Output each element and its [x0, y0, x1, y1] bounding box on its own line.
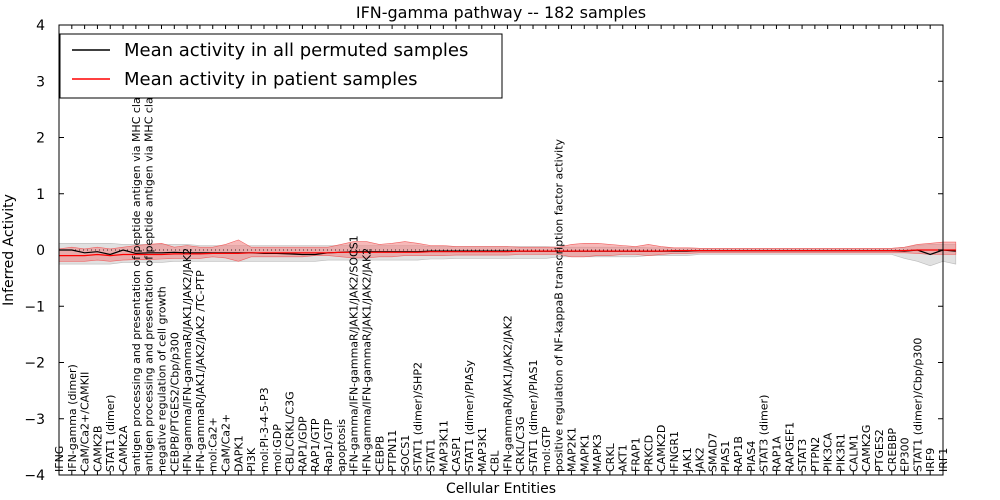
category-label: PIAS4 — [745, 441, 758, 472]
category-label: RAP1/GDP — [296, 416, 309, 472]
y-tick-label: 2 — [36, 131, 45, 147]
category-label: CASP1 — [450, 436, 463, 472]
category-label: STAT3 (dimer) — [758, 395, 771, 472]
category-label: mol:GTP — [540, 426, 553, 472]
category-label: CRKL — [604, 442, 617, 472]
category-label: PRKCD — [642, 435, 655, 472]
category-label: PIK3R1 — [835, 433, 848, 472]
category-label: IFN-gamma/IFN-gammaR/JAK1/JAK2/SOCS1 — [348, 235, 361, 472]
category-label: CAMK2G — [860, 425, 873, 472]
plot-frame — [58, 24, 944, 476]
category-label: antigen processing and presentation of p… — [143, 76, 156, 472]
y-tick-label: −2 — [24, 356, 45, 372]
category-label: IRF1 — [937, 448, 950, 472]
category-label: IFN-gammaR/JAK1/JAK2/JAK2 /TC-PTP — [194, 270, 207, 472]
x-axis-title: Cellular Entities — [446, 481, 556, 497]
category-label: STAT1 (dimer)/Cbp/p300 — [911, 338, 924, 472]
category-label: CALM1 — [847, 434, 860, 472]
category-label: IFNG — [53, 446, 66, 472]
series-line-patient — [59, 249, 956, 257]
category-label: CAMK2D — [655, 425, 668, 472]
y-tick-label: 0 — [36, 243, 45, 259]
category-label: PTPN2 — [809, 437, 822, 472]
legend-label: Mean activity in all permuted samples — [124, 40, 468, 61]
category-label: apoptosis — [335, 419, 348, 472]
chart-title: IFN-gamma pathway -- 182 samples — [356, 3, 646, 22]
category-label: PIAS1 — [719, 441, 732, 472]
category-label: Rap1/GTP — [322, 418, 335, 472]
y-axis-ticks: 4 3 2 1 0 −1 −2 −3 −4 — [24, 18, 943, 484]
category-label: STAT1 (dimer) — [104, 395, 117, 472]
category-label: MAP3K11 — [437, 420, 450, 472]
category-label: CRKL/C3G — [514, 416, 527, 472]
category-label: MAPK1 — [578, 434, 591, 472]
category-label: RAP1B — [732, 436, 745, 472]
legend-box — [59, 33, 503, 99]
category-label: STAT1 — [425, 439, 438, 472]
y-tick-label: −3 — [24, 412, 45, 428]
category-label: mol:PI-3-4-5-P3 — [258, 387, 271, 472]
category-label: PI3K — [245, 447, 258, 472]
category-label: STAT3 — [796, 439, 809, 472]
category-label: positive regulation of NF-kappaB transcr… — [553, 138, 566, 472]
category-labels: IFNG IFN-gamma (dimer) CaM/Ca2+/CAMKII CAMK… — [53, 76, 950, 473]
series-lines — [59, 249, 956, 257]
category-label: JAK1 — [681, 447, 694, 473]
x-axis-ticks — [58, 25, 944, 475]
y-tick-label: −1 — [24, 299, 45, 315]
category-label: SOCS1 — [399, 435, 412, 472]
category-label: mol:Ca2+ — [207, 417, 220, 472]
category-label: FRAP1 — [630, 437, 643, 472]
category-label: CAMK2A — [117, 425, 130, 472]
category-label: CREBBP — [886, 428, 899, 472]
y-axis-title: Inferred Activity — [1, 194, 17, 306]
legend-label: Mean activity in patient samples — [124, 69, 418, 90]
category-label: CBL/CRKL/C3G — [284, 391, 297, 472]
category-label: IFN-gamma (dimer) — [66, 364, 79, 472]
category-label: STAT1 (dimer)/SHP2 — [412, 362, 425, 472]
category-label: AKT1 — [617, 444, 630, 472]
category-label: mol:GDP — [271, 424, 284, 472]
category-label: CEBPB — [373, 436, 386, 472]
category-label: PTPN11 — [386, 430, 399, 472]
category-label: IFN-gammaR/JAK1/JAK2/JAK2 — [501, 315, 514, 472]
category-label: PIK3CA — [822, 432, 835, 472]
legend: Mean activity in all permuted samples Mea… — [59, 33, 503, 99]
y-tick-label: 4 — [36, 18, 45, 34]
y-tick-label: 3 — [36, 74, 45, 90]
category-label: RAP1/GTP — [309, 418, 322, 472]
category-label: STAT1 (dimer)/PIASy — [463, 360, 476, 472]
category-label: RAPGEF1 — [783, 422, 796, 472]
category-label: CBL — [489, 450, 502, 472]
category-label: MAP2K1 — [566, 427, 579, 472]
category-label: MAP3K1 — [476, 427, 489, 472]
category-label: IRF9 — [924, 448, 937, 472]
category-label: RAP1A — [770, 436, 783, 472]
category-label: IFN-gamma/IFN-gammaR/JAK1/JAK2/JAK2 — [361, 248, 374, 472]
y-tick-label: 1 — [36, 187, 45, 203]
category-label: EP300 — [899, 437, 912, 472]
category-label: STAT1 (dimer)/PIAS1 — [527, 360, 540, 472]
y-tick-label: −4 — [24, 468, 45, 484]
category-label: IFN-gamma/IFN-gammaR/JAK1/JAK2/JAK2 — [181, 248, 194, 472]
category-label: CEBPB/PTGES2/Cbp/p300 — [168, 332, 181, 472]
category-label: IFNGR1 — [668, 431, 681, 472]
category-label: CAMK2B — [91, 426, 104, 472]
category-label: PTGES2 — [873, 429, 886, 472]
category-label: CaM/Ca2+ — [220, 414, 233, 472]
category-label: MAPK3 — [591, 434, 604, 472]
category-label: SMAD7 — [706, 433, 719, 472]
category-label: CaM/Ca2+/CAMKII — [79, 372, 92, 472]
category-label: negative regulation of cell growth — [156, 286, 169, 472]
category-label: antigen processing and presentation of p… — [130, 79, 143, 472]
category-label: JAK2 — [694, 447, 707, 473]
category-label: DAPK1 — [232, 435, 245, 472]
